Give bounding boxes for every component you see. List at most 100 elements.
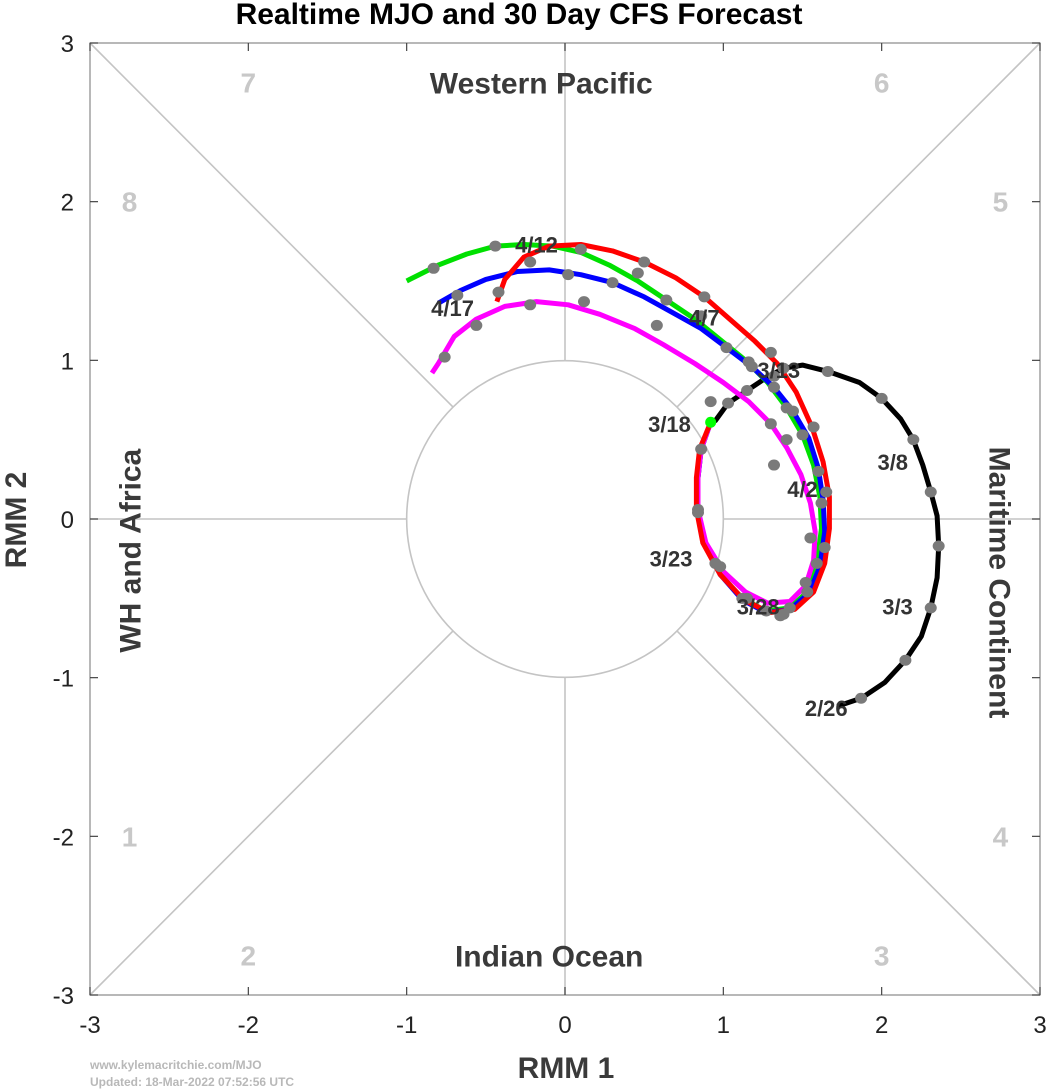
y-tick-label: -2 [53, 824, 74, 851]
date-label: 4/12 [515, 233, 558, 258]
day-marker [692, 507, 704, 519]
day-marker [801, 586, 814, 598]
y-tick-label: 1 [61, 348, 74, 375]
day-marker [764, 418, 777, 430]
day-marker [780, 434, 793, 446]
footer-site: www.kylemacritchie.com/MJO [89, 1058, 262, 1072]
x-tick-label: -2 [238, 1012, 259, 1039]
day-marker [821, 365, 834, 377]
x-tick-label: -1 [396, 1012, 417, 1039]
grid [89, 42, 1041, 996]
day-marker [720, 342, 733, 354]
day-marker [631, 267, 644, 279]
date-labels: 2/26 3/3 3/8 3/13 3/18 3/23 3/28 4/2 4/7 4/12 4/17 [431, 233, 913, 721]
plot-frame [89, 42, 1041, 996]
series-lines [405, 242, 942, 709]
x-tick-label: 1 [717, 1012, 730, 1039]
day-marker [745, 361, 758, 373]
phase-label-1: 1 [122, 821, 138, 852]
footer-updated: Updated: 18-Mar-2022 07:52:56 UTC [90, 1075, 294, 1089]
day-marker [820, 486, 833, 498]
day-marker [438, 351, 451, 363]
day-marker [427, 262, 440, 274]
region-labels: Western Pacific Indian Ocean WH and Africa… [115, 68, 1016, 974]
day-marker [807, 421, 820, 433]
day-marker [562, 269, 575, 281]
day-marker [492, 286, 505, 298]
day-marker [741, 384, 754, 396]
day-marker [899, 654, 912, 666]
x-tick-label: -3 [79, 1012, 100, 1039]
day-marker [815, 497, 828, 509]
day-marker [489, 240, 502, 252]
unit-circle [405, 359, 725, 679]
y-tick-label: 0 [61, 507, 74, 534]
diagonal-line [89, 630, 454, 996]
day-marker [650, 319, 663, 331]
chart-title: Realtime MJO and 30 Day CFS Forecast [236, 0, 803, 31]
y-tick-label: 2 [61, 190, 74, 217]
region-label-left: WH and Africa [115, 448, 148, 652]
phase-label-3: 3 [874, 940, 890, 971]
day-marker [574, 243, 587, 255]
phase-labels: 1 2 3 4 5 6 7 8 [122, 68, 1009, 972]
day-marker [768, 381, 780, 393]
day-marker [704, 396, 717, 408]
date-label: 4/7 [689, 305, 720, 330]
phase-label-4: 4 [993, 821, 1009, 852]
day-marker [741, 592, 754, 604]
day-marker [695, 443, 708, 455]
day-marker [804, 532, 817, 544]
day-marker [783, 602, 796, 614]
date-label: 3/13 [757, 358, 800, 383]
date-label: 4/17 [431, 296, 474, 321]
diagonal-line [676, 42, 1041, 408]
day-marker [799, 576, 812, 588]
phase-label-6: 6 [874, 68, 890, 99]
day-marker [470, 319, 483, 331]
day-marker [924, 602, 937, 614]
day-marker [907, 434, 920, 446]
x-tick-label: 2 [875, 1012, 888, 1039]
diagonal-line [676, 630, 1041, 996]
day-marker [774, 610, 787, 622]
day-marker [698, 291, 711, 303]
current-day-marker [705, 416, 717, 428]
day-markers [427, 240, 945, 704]
date-label: 2/26 [805, 696, 848, 721]
y-axis-label: RMM 2 [0, 472, 33, 569]
day-marker [760, 605, 773, 617]
phase-label-8: 8 [122, 187, 138, 218]
day-marker [638, 256, 651, 268]
day-marker [777, 362, 790, 374]
day-marker [924, 486, 937, 498]
y-tick-label: -1 [53, 666, 74, 693]
y-tick-label: 3 [61, 31, 74, 58]
date-label: 3/28 [737, 594, 780, 619]
day-marker [768, 459, 780, 471]
x-tick-label: 0 [558, 1012, 571, 1039]
day-marker [787, 405, 799, 417]
forecast-line-2 [437, 267, 828, 616]
day-marker [764, 346, 777, 358]
y-tick-label: -3 [53, 983, 74, 1010]
day-marker [768, 370, 780, 382]
date-label: 4/2 [787, 477, 818, 502]
day-marker [695, 310, 708, 322]
forecast-line-4 [494, 242, 832, 616]
day-marker [524, 299, 537, 311]
day-marker [810, 557, 823, 569]
date-label: 3/8 [877, 450, 908, 475]
day-marker [855, 692, 868, 704]
day-marker [722, 397, 735, 409]
phase-label-5: 5 [993, 187, 1009, 218]
date-label: 3/23 [650, 547, 693, 572]
phase-label-7: 7 [241, 68, 257, 99]
tick-labels: -3 -2 -1 0 1 2 3 -3 -2 -1 0 1 2 3 [53, 31, 1046, 1039]
day-marker [578, 296, 590, 308]
x-axis-label: RMM 1 [518, 1052, 615, 1085]
day-marker [606, 277, 619, 289]
region-label-bottom: Indian Ocean [455, 940, 643, 973]
day-marker [796, 429, 809, 441]
